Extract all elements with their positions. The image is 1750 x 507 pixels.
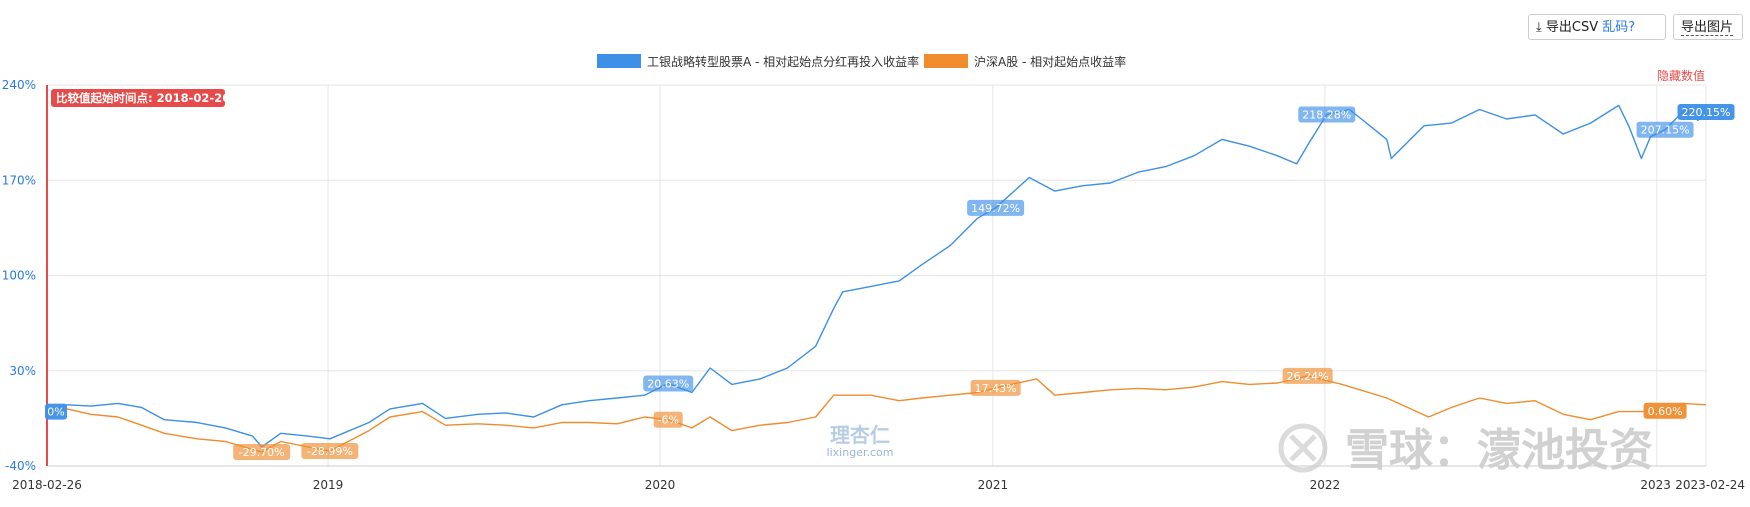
legend-swatch <box>597 54 641 68</box>
data-label-text: 0% <box>47 406 64 419</box>
data-label-bg <box>1677 104 1735 121</box>
data-label: 149.72% <box>967 199 1025 216</box>
data-label: 17.43% <box>970 379 1021 396</box>
data-label-bg <box>1636 121 1694 138</box>
data-label-bg <box>970 379 1021 396</box>
data-label-text: 0.60% <box>1648 405 1683 418</box>
x-tick-label: 2020 <box>645 478 676 492</box>
data-label: 0% <box>45 403 67 420</box>
start-marker-badge <box>51 89 225 107</box>
data-label-text: 149.72% <box>971 202 1020 215</box>
x-tick-label: 2023-02-24 <box>1675 478 1745 492</box>
x-tick-label: 2019 <box>313 478 344 492</box>
data-label-text: -28.99% <box>307 445 353 458</box>
series-layer <box>46 104 1707 453</box>
chart-legend: 工银战略转型股票A - 相对起始点分红再投入收益率 沪深A股 - 相对起始点收益率 <box>597 54 1126 69</box>
chart-axes: -40% 30% 100% 170% 240% 2018-02-26 2019 2020 202… <box>2 78 1745 492</box>
data-label-text: 20.63% <box>647 377 689 390</box>
data-label-text: -6% <box>658 414 679 427</box>
data-label: 20.63% <box>643 375 694 392</box>
x-tick-label: 2021 <box>978 478 1009 492</box>
data-label: -6% <box>653 411 683 428</box>
legend-label: 沪深A股 - 相对起始点收益率 <box>974 54 1126 69</box>
data-label: -28.99% <box>301 443 359 460</box>
y-tick-label: -40% <box>5 459 36 473</box>
data-labels: 0% 20.63% 149.72% 218.28% 207.15% 220.15% -29.… <box>45 104 1735 460</box>
data-label: 0.60% <box>1643 402 1687 419</box>
lixinger-brand-watermark: 理杏仁 <box>830 423 890 447</box>
data-label: 26.24% <box>1282 367 1333 384</box>
data-label-bg <box>233 443 291 460</box>
legend-swatch <box>924 54 968 68</box>
chart-grid <box>46 84 1707 467</box>
export-image-label: 导出图片 <box>1681 20 1734 36</box>
data-label-text: 26.24% <box>1287 370 1329 383</box>
start-marker-text: 比较值起始时间点: 2018-02-26 <box>56 91 230 105</box>
data-label-bg <box>643 375 694 392</box>
lixinger-site-watermark: lixinger.com <box>827 446 894 459</box>
x-tick-label: 2018-02-26 <box>12 478 82 492</box>
data-label-text: 220.15% <box>1682 106 1731 119</box>
y-tick-label: 100% <box>2 269 36 283</box>
x-tick-label: 2023 <box>1640 478 1671 492</box>
hide-values-link[interactable]: 隐藏数值 <box>1657 68 1705 83</box>
data-label-bg <box>301 443 359 460</box>
export-csv-button[interactable]: ⤓ 导出CSV 乱码? <box>1528 14 1666 40</box>
data-label: -29.70% <box>233 443 291 460</box>
data-label-bg <box>1643 402 1687 419</box>
y-tick-label: 240% <box>2 78 36 92</box>
download-icon: ⤓ <box>1536 20 1542 35</box>
legend-label: 工银战略转型股票A - 相对起始点分红再投入收益率 <box>647 54 919 69</box>
y-tick-label: 170% <box>2 173 36 187</box>
data-label: 218.28% <box>1298 106 1356 123</box>
xueqiu-logo-ring <box>1278 423 1328 473</box>
data-label: 220.15% <box>1677 104 1735 121</box>
xueqiu-watermark: 雪球：濛池投资 <box>1345 425 1653 476</box>
y-tick-label: 30% <box>9 364 36 378</box>
chart-overlays: 比较值起始时间点: 2018-02-26 隐藏数值 <box>51 68 1705 107</box>
data-label-bg <box>967 199 1025 216</box>
data-label-bg <box>653 411 683 428</box>
xueqiu-logo-icon <box>1278 423 1328 473</box>
data-label-bg <box>1298 106 1356 123</box>
data-label-text: 207.15% <box>1641 124 1690 137</box>
data-label: 207.15% <box>1636 121 1694 138</box>
series-line-1 <box>46 104 1707 448</box>
export-csv-label: 导出CSV <box>1545 20 1599 35</box>
data-label-text: 17.43% <box>975 382 1017 395</box>
xueqiu-logo-cross <box>1289 434 1317 462</box>
garbled-help-link[interactable]: 乱码? <box>1602 20 1636 35</box>
data-label-text: -29.70% <box>239 446 285 459</box>
x-tick-label: 2022 <box>1310 478 1341 492</box>
export-image-button[interactable]: 导出图片 <box>1673 14 1743 40</box>
data-label-bg <box>1282 367 1333 384</box>
data-label-text: 218.28% <box>1302 109 1351 122</box>
data-label-bg <box>45 403 67 420</box>
